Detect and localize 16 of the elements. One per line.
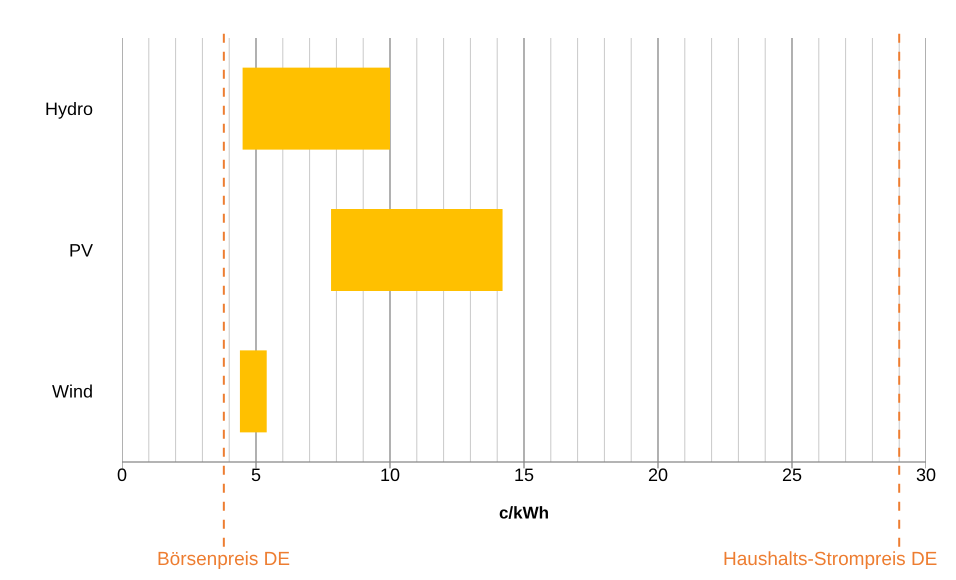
bar xyxy=(240,350,267,432)
bar xyxy=(242,68,390,150)
x-tick-label: 30 xyxy=(916,465,936,485)
y-tick-label: Hydro xyxy=(44,98,93,119)
x-tick-label: 20 xyxy=(648,465,668,485)
ref-line-label: Haushalts-Strompreis DE xyxy=(723,549,938,570)
y-tick-label: Wind xyxy=(52,382,93,402)
x-tick-label: 15 xyxy=(514,465,534,485)
x-tick-label: 10 xyxy=(380,465,400,485)
x-tick-label: 25 xyxy=(782,465,802,485)
bar xyxy=(331,209,503,291)
x-axis-title: c/kWh xyxy=(498,503,550,522)
x-tick-label: 5 xyxy=(250,465,262,485)
y-tick-label: PV xyxy=(68,240,93,260)
x-tick-label: 0 xyxy=(116,465,128,485)
ref-line-label: Börsenpreis DE xyxy=(157,549,290,570)
